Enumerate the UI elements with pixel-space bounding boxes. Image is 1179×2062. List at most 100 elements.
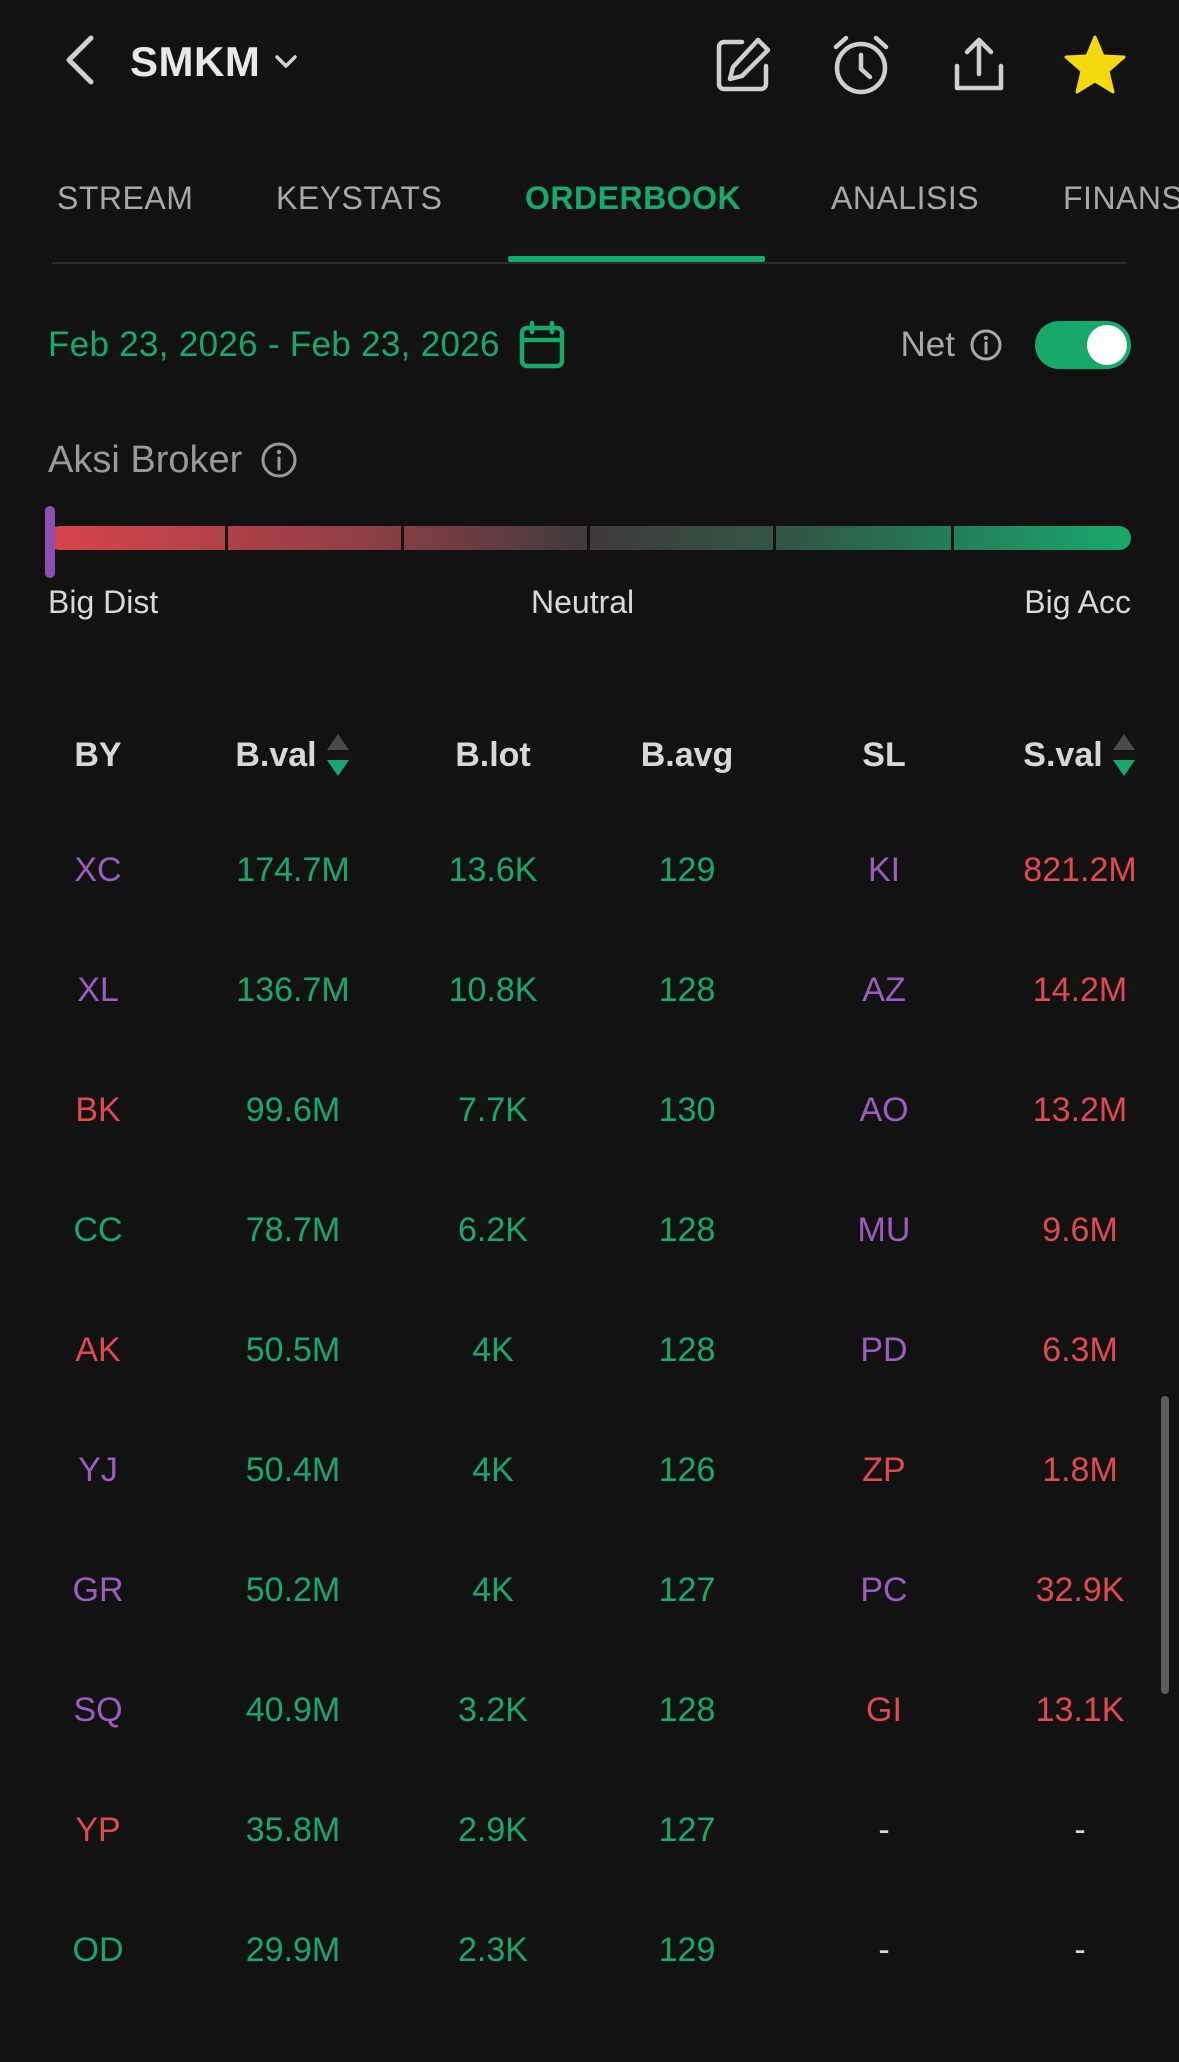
header-sval[interactable]: S.val (980, 700, 1179, 810)
table-row[interactable]: XL 136.7M 10.8K 128 AZ 14.2M (0, 930, 1179, 1050)
gauge-marker (45, 506, 55, 578)
broker-sell-code[interactable]: AZ (862, 970, 906, 1009)
sell-value: 32.9K (1035, 1570, 1125, 1609)
tab-keystats[interactable]: KEYSTATS (276, 180, 443, 216)
buy-average: 128 (658, 1210, 716, 1249)
header-sval-label: S.val (1023, 735, 1103, 774)
broker-sell-code[interactable]: - (878, 1930, 890, 1969)
broker-sell-code[interactable]: ZP (862, 1450, 906, 1489)
buy-average: 129 (658, 850, 716, 889)
header-bavg: B.avg (587, 700, 787, 810)
buy-average: 127 (658, 1810, 716, 1849)
table-row[interactable]: OD 29.9M 2.3K 129 - - (0, 1890, 1179, 2010)
header-bval[interactable]: B.val (193, 700, 393, 810)
broker-sell-code[interactable]: MU (857, 1210, 911, 1249)
sell-value: 9.6M (1042, 1210, 1118, 1249)
table-row[interactable]: GR 50.2M 4K 127 PC 32.9K (0, 1530, 1179, 1650)
broker-buy-code[interactable]: CC (73, 1210, 123, 1249)
sort-icon (1111, 732, 1137, 778)
broker-buy-code[interactable]: XL (77, 970, 119, 1009)
gauge-separator (951, 526, 954, 550)
broker-buy-code[interactable]: AK (75, 1330, 121, 1369)
broker-summary-table: BY B.val B.lot B.avg SL S.val XC 174.7M 13… (0, 700, 1179, 2010)
tab-bar: STREAM KEYSTATS ORDERBOOK ANALISIS FINAN… (0, 160, 1179, 264)
sell-value: - (1074, 1810, 1086, 1849)
header-bval-label: B.val (235, 735, 317, 774)
back-button[interactable] (52, 28, 108, 92)
table-row[interactable]: CC 78.7M 6.2K 128 MU 9.6M (0, 1170, 1179, 1290)
star-icon (1064, 35, 1126, 94)
buy-lot: 2.9K (458, 1810, 528, 1849)
share-button[interactable] (944, 32, 1014, 98)
buy-value: 50.2M (245, 1570, 341, 1609)
header-sl: SL (784, 700, 984, 810)
broker-sell-code[interactable]: PD (860, 1330, 908, 1369)
info-icon[interactable] (260, 441, 298, 479)
buy-value: 78.7M (245, 1210, 341, 1249)
broker-buy-code[interactable]: YP (75, 1810, 121, 1849)
date-range-text: Feb 23, 2026 - Feb 23, 2026 (48, 325, 500, 364)
toggle-knob (1087, 325, 1127, 365)
back-arrow-icon (66, 35, 94, 85)
sell-value: 14.2M (1032, 970, 1128, 1009)
net-label: Net (900, 325, 955, 364)
header-sl-label: SL (862, 735, 906, 774)
buy-average: 126 (658, 1450, 716, 1489)
buy-value: 35.8M (245, 1810, 341, 1849)
buy-lot: 4K (472, 1570, 514, 1609)
broker-sell-code[interactable]: GI (866, 1690, 902, 1729)
table-row[interactable]: BK 99.6M 7.7K 130 AO 13.2M (0, 1050, 1179, 1170)
broker-buy-code[interactable]: GR (72, 1570, 124, 1609)
header-bavg-label: B.avg (640, 735, 734, 774)
table-row[interactable]: YJ 50.4M 4K 126 ZP 1.8M (0, 1410, 1179, 1530)
buy-value: 40.9M (245, 1690, 341, 1729)
table-row[interactable]: YP 35.8M 2.9K 127 - - (0, 1770, 1179, 1890)
header-by-label: BY (74, 735, 122, 774)
table-row[interactable]: SQ 40.9M 3.2K 128 GI 13.1K (0, 1650, 1179, 1770)
buy-value: 29.9M (245, 1930, 341, 1969)
watchlist-button[interactable] (1060, 32, 1130, 98)
tab-finans[interactable]: FINANS (1063, 180, 1179, 216)
info-icon[interactable] (969, 328, 1003, 362)
buy-lot: 4K (472, 1450, 514, 1489)
broker-sell-code[interactable]: - (878, 1810, 890, 1849)
broker-sell-code[interactable]: PC (860, 1570, 908, 1609)
ticker-selector[interactable]: SMKM (130, 30, 298, 94)
broker-buy-code[interactable]: XC (74, 850, 122, 889)
tab-orderbook[interactable]: ORDERBOOK (525, 180, 742, 216)
calendar-icon (519, 320, 565, 369)
table-row[interactable]: XC 174.7M 13.6K 129 KI 821.2M (0, 810, 1179, 930)
buy-lot: 3.2K (458, 1690, 528, 1729)
edit-button[interactable] (708, 32, 778, 98)
gauge-labels: Big Dist Neutral Big Acc (48, 584, 1131, 634)
buy-lot: 7.7K (458, 1090, 528, 1129)
date-range-picker[interactable]: Feb 23, 2026 - Feb 23, 2026 (48, 310, 566, 380)
buy-lot: 10.8K (448, 970, 538, 1009)
edit-icon (716, 37, 771, 92)
broker-buy-code[interactable]: OD (72, 1930, 124, 1969)
gauge-label-big-dist: Big Dist (48, 584, 159, 620)
buy-average: 128 (658, 1690, 716, 1729)
buy-value: 174.7M (236, 850, 350, 889)
buy-value: 50.5M (245, 1330, 341, 1369)
buy-average: 130 (658, 1090, 716, 1129)
broker-sell-code[interactable]: AO (859, 1090, 909, 1129)
alarm-button[interactable] (826, 32, 896, 98)
header-blot-label: B.lot (455, 735, 531, 774)
broker-sell-code[interactable]: KI (867, 850, 901, 889)
aksi-broker-title: Aksi Broker (48, 438, 243, 481)
tab-stream[interactable]: STREAM (57, 180, 194, 216)
share-icon (954, 37, 1004, 91)
tab-analisis[interactable]: ANALISIS (831, 180, 980, 216)
gauge-separator (587, 526, 590, 550)
sell-value: 821.2M (1023, 850, 1137, 889)
sell-value: 13.1K (1035, 1690, 1125, 1729)
net-toggle[interactable] (1035, 321, 1131, 369)
broker-buy-code[interactable]: YJ (78, 1450, 118, 1489)
broker-buy-code[interactable]: BK (75, 1090, 121, 1129)
broker-buy-code[interactable]: SQ (73, 1690, 123, 1729)
scrollbar[interactable] (1161, 1396, 1169, 1694)
table-row[interactable]: AK 50.5M 4K 128 PD 6.3M (0, 1290, 1179, 1410)
buy-average: 128 (658, 970, 716, 1009)
sort-icon (325, 732, 351, 778)
